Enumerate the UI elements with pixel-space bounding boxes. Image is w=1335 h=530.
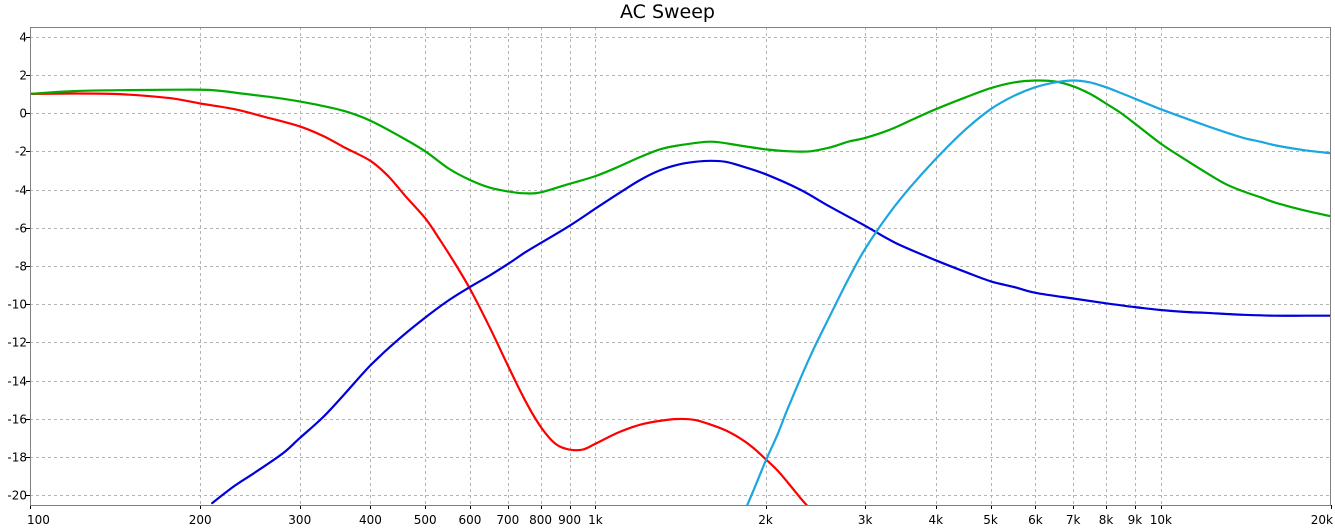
series-line-2 — [30, 79, 1331, 218]
x-tick-label: 500 — [414, 513, 437, 527]
x-tick-label: 1k — [588, 513, 603, 527]
x-tick-label: 200 — [189, 513, 212, 527]
series-line-1 — [30, 92, 809, 505]
y-tick-label: -16 — [7, 413, 27, 427]
x-tick-label: 700 — [496, 513, 519, 527]
x-tick-label: 7k — [1066, 513, 1081, 527]
x-tick-label: 20k — [1311, 513, 1333, 527]
y-tick-label: -8 — [15, 260, 27, 274]
x-tick-label: 2k — [758, 513, 773, 527]
x-tick-label: 4k — [929, 513, 944, 527]
y-tick-label: 4 — [19, 31, 27, 45]
x-tick-label: 900 — [558, 513, 581, 527]
y-tick-label: 2 — [19, 69, 27, 83]
x-tick-label: 300 — [288, 513, 311, 527]
x-tick-label: 100 — [27, 513, 50, 527]
x-tick-label: 8k — [1099, 513, 1114, 527]
axis-layer: 100 200 300 400 500 600 700 800 900 1k 2k 3k 4k 5k 6k 7… — [7, 27, 1333, 527]
y-tick-label: -20 — [7, 489, 27, 503]
y-tick-label: -4 — [15, 184, 27, 198]
x-tick-label: 6k — [1028, 513, 1043, 527]
series-line-3 — [211, 159, 1331, 505]
x-tick-label: 10k — [1150, 513, 1172, 527]
chart-title: AC Sweep — [619, 1, 715, 23]
x-tick-label: 600 — [459, 513, 482, 527]
x-tick-label: 3k — [858, 513, 873, 527]
x-tick-label: 9k — [1128, 513, 1143, 527]
y-tick-label: -18 — [7, 451, 27, 465]
y-tick-label: -6 — [15, 222, 27, 236]
series-layer — [30, 79, 1331, 505]
plot-frame — [30, 27, 1331, 506]
x-tick-label: 800 — [529, 513, 552, 527]
y-tick-label: -14 — [7, 375, 27, 389]
x-tick-label: 400 — [359, 513, 382, 527]
y-tick-label: 0 — [19, 107, 27, 121]
x-tick-label: 5k — [983, 513, 998, 527]
y-tick-label: -10 — [7, 298, 27, 312]
y-tick-label: -2 — [15, 145, 27, 159]
y-tick-label: -12 — [7, 336, 27, 350]
grid-layer — [30, 27, 1331, 505]
series-line-4 — [746, 79, 1331, 505]
